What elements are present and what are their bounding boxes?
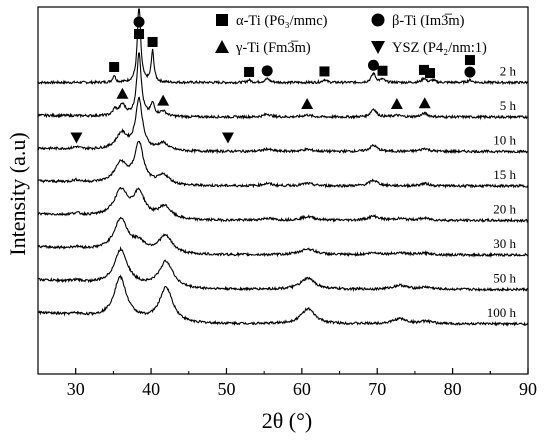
- series-line: [37, 8, 529, 86]
- series-label: 100 h: [487, 305, 517, 320]
- gamma-ti-marker: [116, 87, 129, 99]
- beta-ti-marker: [367, 59, 379, 71]
- legend-entry: β-Ti (Im3̅m): [371, 13, 465, 29]
- gamma-ti-marker: [390, 98, 403, 109]
- series-layer: [37, 8, 529, 327]
- y-axis-label: Intensity (a.u): [5, 132, 30, 255]
- series-label: 10 h: [493, 133, 516, 148]
- legend-entry: γ-Ti (Fm3̅m): [215, 40, 311, 56]
- plot-frame: [37, 6, 529, 375]
- x-tick-label: 70: [368, 379, 386, 399]
- series-line: [38, 140, 529, 189]
- alpha-ti-marker: [134, 29, 145, 39]
- x-tick-label: 80: [444, 379, 462, 399]
- plot-area: [37, 6, 529, 375]
- x-tick-label: 40: [142, 379, 160, 399]
- beta-ti-marker: [371, 13, 385, 27]
- series-label: 15 h: [493, 167, 516, 182]
- series-label: 30 h: [493, 236, 516, 251]
- series-label: 2 h: [500, 64, 517, 79]
- alpha-ti-marker: [216, 14, 228, 26]
- series-label: 20 h: [493, 202, 516, 217]
- x-tick-label: 30: [67, 379, 85, 399]
- alpha-ti-marker: [109, 61, 120, 72]
- gamma-ti-marker: [157, 94, 170, 106]
- series-label: 50 h: [493, 271, 516, 286]
- beta-ti-marker: [464, 66, 476, 78]
- series-line: [37, 245, 528, 293]
- series-line: [37, 52, 528, 121]
- alpha-ti-marker: [147, 36, 158, 47]
- series-line: [37, 96, 529, 155]
- gamma-ti-marker: [301, 98, 314, 109]
- legend-label: YSZ (P4₂/nm:1): [392, 40, 487, 56]
- legend-entry: YSZ (P4₂/nm:1): [371, 40, 487, 56]
- x-tick-label: 90: [519, 379, 537, 399]
- legend: α-Ti (P6₃/mmc) β-Ti (Im3̅m) γ-Ti (Fm3̅m) YS…: [215, 13, 487, 56]
- series-line: [37, 186, 529, 224]
- alpha-ti-marker: [244, 66, 255, 77]
- legend-entry: α-Ti (P6₃/mmc): [216, 13, 328, 29]
- legend-label: α-Ti (P6₃/mmc): [236, 13, 328, 29]
- axes: 30 40 50 60 70 80 90: [37, 368, 537, 399]
- legend-label: β-Ti (Im3̅m): [392, 13, 465, 29]
- alpha-ti-marker: [418, 64, 429, 75]
- x-tick-label: 60: [293, 379, 311, 399]
- ysz-marker: [70, 132, 83, 144]
- alpha-ti-marker: [425, 68, 435, 79]
- series-line: [37, 216, 529, 259]
- beta-ti-marker: [133, 16, 145, 28]
- ysz-marker: [371, 41, 385, 54]
- alpha-ti-marker: [377, 65, 388, 76]
- alpha-ti-marker: [319, 66, 330, 77]
- legend-label: γ-Ti (Fm3̅m): [235, 40, 311, 56]
- gamma-ti-marker: [418, 97, 431, 109]
- ysz-marker: [221, 132, 234, 144]
- gamma-ti-marker: [215, 40, 229, 53]
- series-labels: 2 h 5 h 10 h 15 h 20 h 30 h 50 h 100 h: [487, 64, 517, 321]
- x-axis-label: 2θ (°): [262, 408, 313, 433]
- alpha-ti-marker: [464, 55, 475, 66]
- series-line: [37, 274, 529, 327]
- beta-ti-marker: [261, 65, 273, 77]
- x-tick-label: 50: [217, 379, 235, 399]
- peak-markers: [70, 16, 476, 144]
- series-label: 5 h: [500, 98, 517, 113]
